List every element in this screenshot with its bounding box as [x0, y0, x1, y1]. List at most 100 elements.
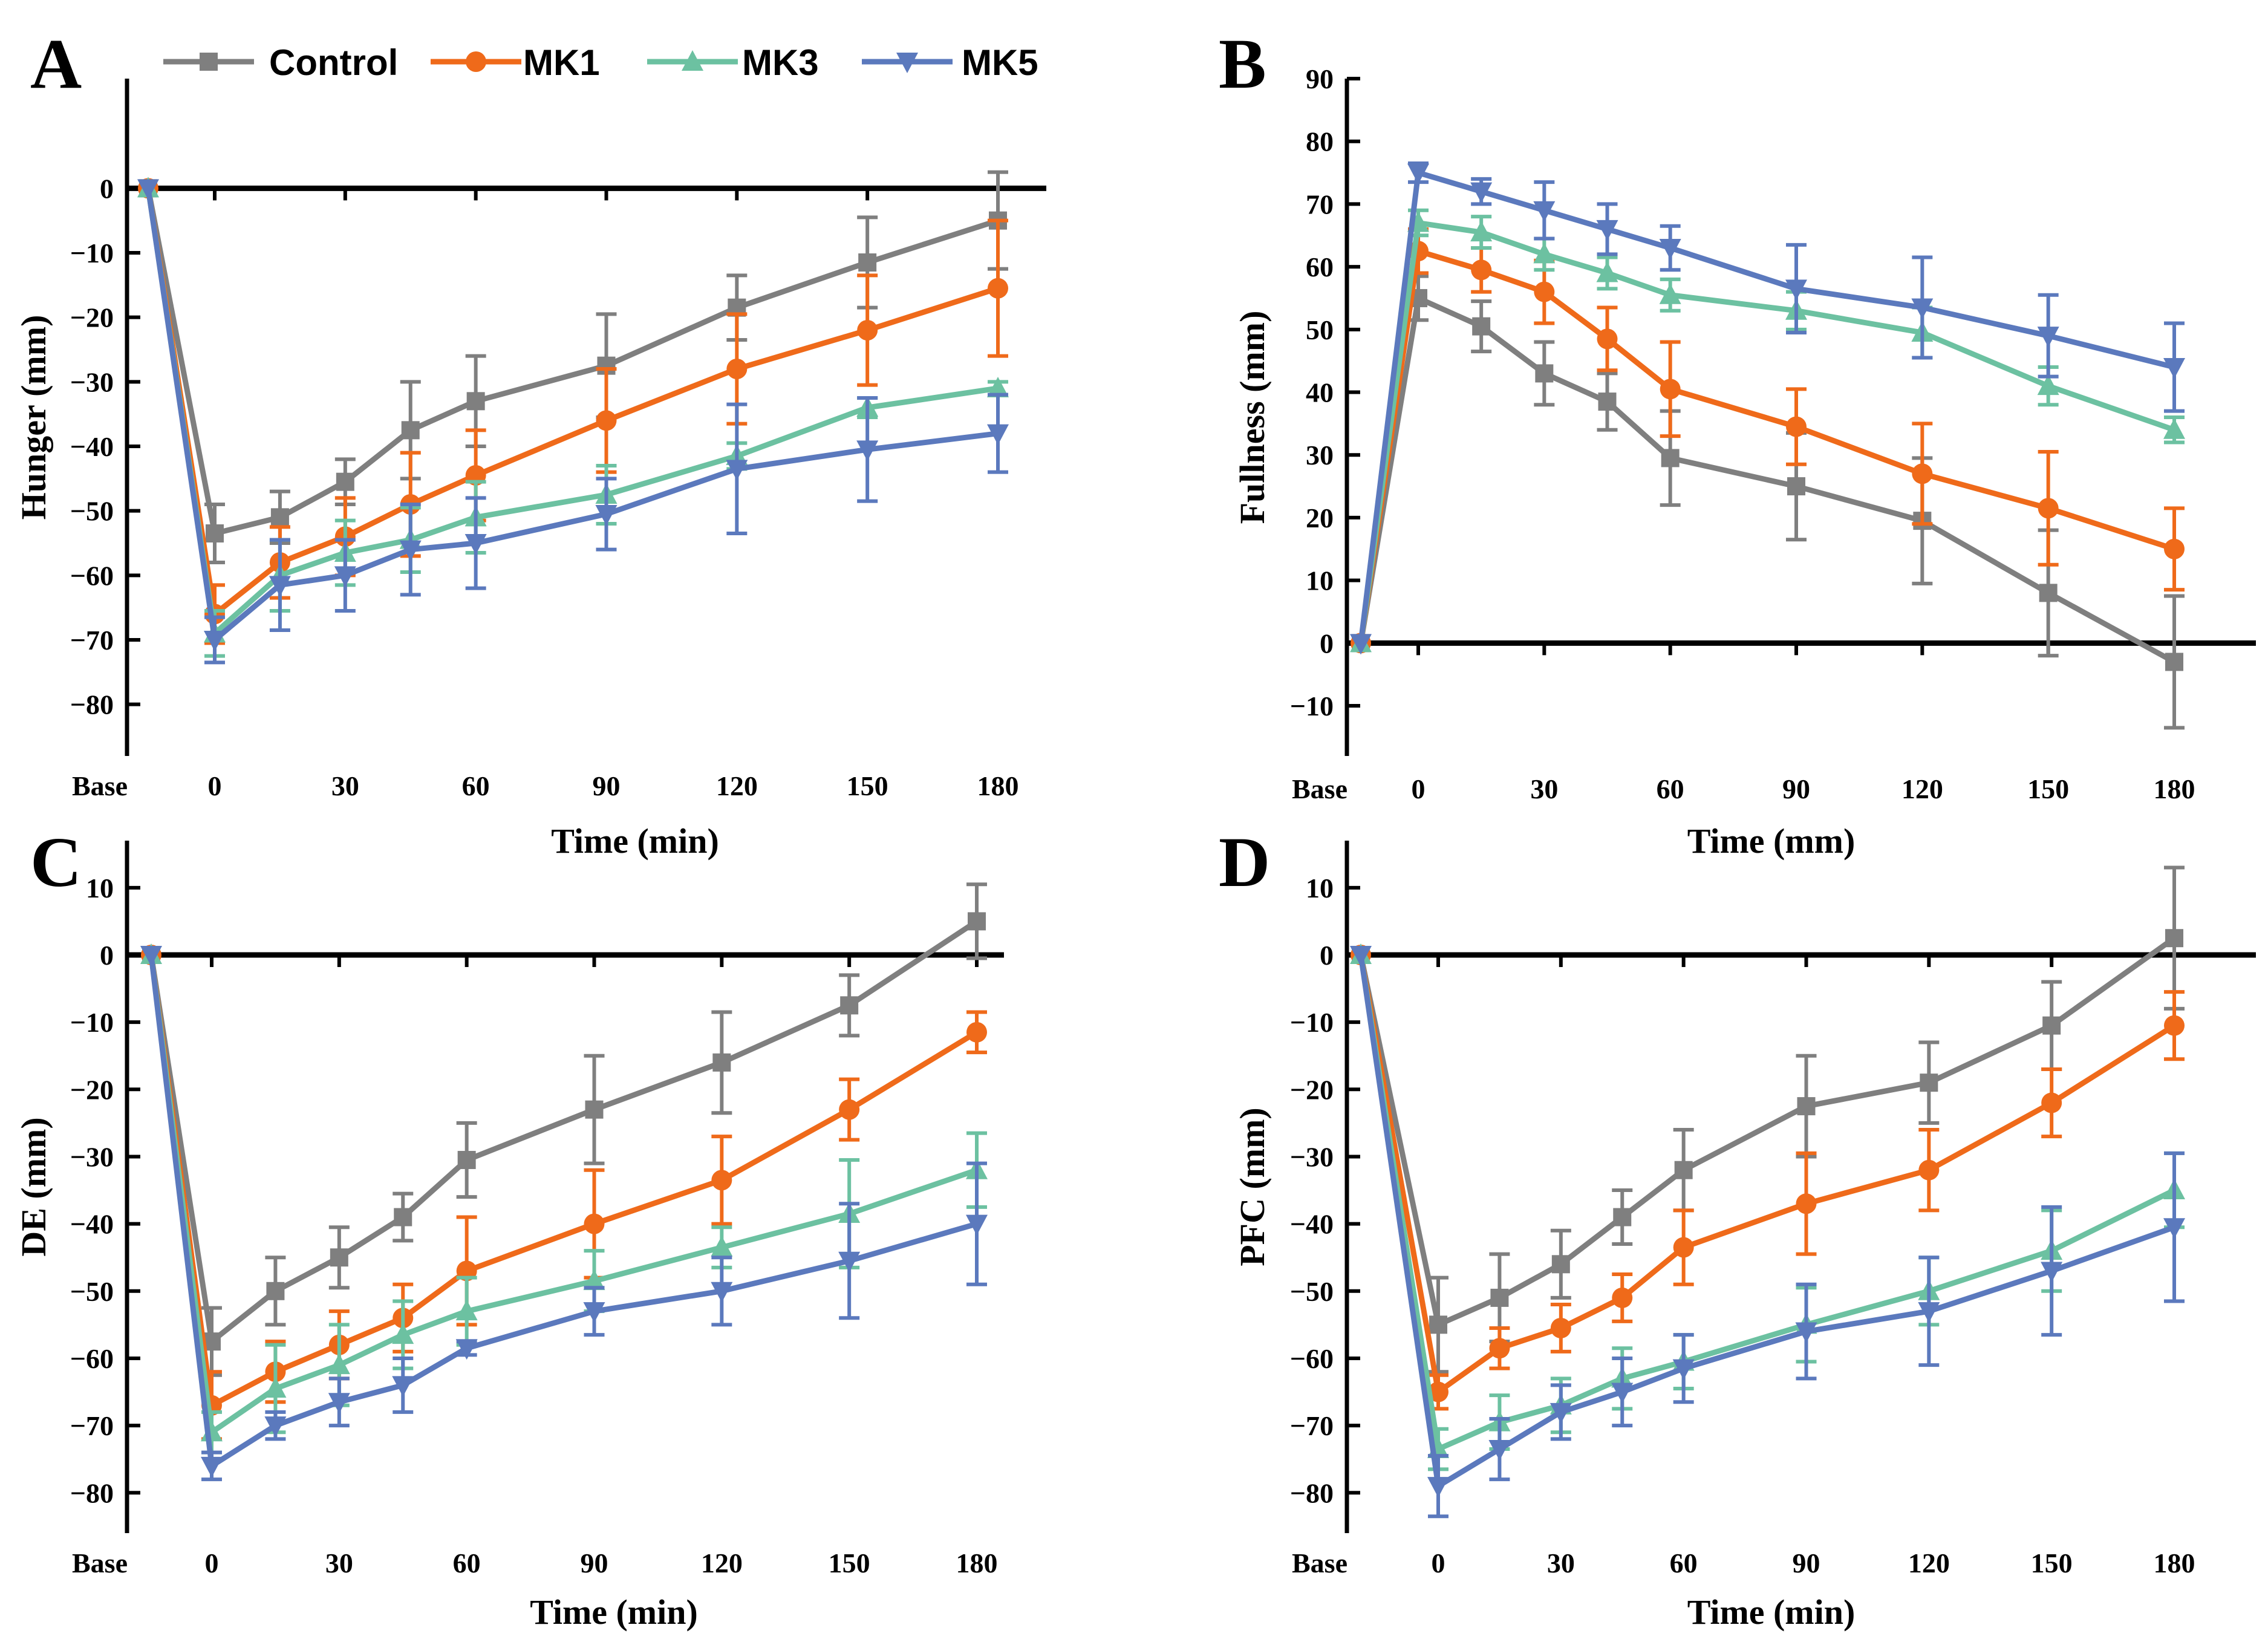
y-tick-label: −20 [1290, 1074, 1334, 1105]
y-tick-label: −40 [70, 1209, 114, 1240]
x-tick-label: 180 [956, 1548, 998, 1578]
data-point [270, 508, 289, 527]
y-axis-title: PFC (mm) [1233, 1107, 1272, 1266]
data-point [856, 440, 879, 461]
data-point [2037, 327, 2059, 348]
panel-letter: C [30, 822, 82, 902]
y-axis-title: DE (mm) [14, 1117, 53, 1256]
data-point [266, 1282, 285, 1300]
data-point [988, 278, 1008, 299]
data-point [1659, 239, 1681, 259]
data-point [1797, 1097, 1816, 1116]
x-tick-label: 120 [1908, 1548, 1950, 1578]
y-tick-label: −30 [1290, 1141, 1334, 1172]
series-control [139, 170, 1008, 564]
panel-d-pfc: D 10 0 −10 −20 −30 −40 −50 −60 −70 −80 Base 0 30 60 90 1… [1219, 822, 2256, 1632]
data-point [857, 320, 878, 340]
data-point [987, 424, 1009, 445]
data-point [1918, 1159, 1940, 1181]
data-point [2165, 929, 2183, 948]
y-tick-label: 50 [1306, 314, 1334, 345]
x-tick-label: 60 [462, 770, 490, 801]
data-point [330, 1248, 348, 1267]
data-point [1786, 416, 1807, 437]
y-tick-label: −10 [70, 238, 114, 269]
x-tick-label: 180 [977, 770, 1019, 801]
y-tick-label: −50 [70, 496, 114, 527]
data-point [2164, 1015, 2185, 1036]
x-axis-title: Time (mm) [1687, 821, 1856, 861]
data-point [1535, 364, 1554, 383]
series-control [1352, 865, 2185, 1374]
y-tick-label: −30 [70, 366, 114, 397]
data-point [1551, 1255, 1570, 1274]
data-point [1911, 298, 1934, 319]
data-point [1598, 393, 1617, 411]
series-line [1358, 170, 2175, 643]
x-tick-label: 0 [205, 1548, 219, 1578]
y-tick-label: 0 [1320, 940, 1334, 971]
y-tick-label: 80 [1306, 126, 1334, 157]
series-line [1358, 295, 2176, 665]
legend-marker [466, 51, 486, 72]
y-tick-label: 60 [1306, 252, 1334, 282]
data-point [1673, 1237, 1694, 1258]
data-point [711, 1236, 733, 1257]
series-line [145, 187, 999, 636]
data-point [1350, 945, 1372, 966]
y-tick-label: −40 [1290, 1209, 1334, 1240]
legend-label: MK3 [742, 42, 819, 83]
data-point [392, 1323, 414, 1344]
data-point [1489, 1338, 1510, 1359]
data-point [2163, 418, 2185, 439]
data-point [2041, 1092, 2062, 1113]
data-point [1613, 1208, 1632, 1226]
series-mk1 [138, 178, 1008, 645]
series-mk5 [1350, 945, 2185, 1519]
x-tick-label: 0 [1432, 1548, 1445, 1578]
legend-item-mk1: MK1 [431, 42, 600, 83]
data-point [1533, 201, 1556, 222]
data-point [264, 1376, 287, 1398]
series-line [145, 187, 999, 643]
data-point [206, 524, 224, 542]
series-line [148, 954, 978, 1435]
data-point [711, 1282, 733, 1303]
data-point [1407, 163, 1429, 184]
data-point [201, 1456, 223, 1477]
data-point [1471, 259, 1492, 281]
data-point [2041, 1262, 2063, 1283]
x-tick-label: 150 [2031, 1548, 2073, 1578]
legend-label: Control [269, 42, 398, 83]
data-point [1470, 221, 1493, 242]
y-tick-label: 70 [1306, 189, 1334, 220]
data-point [712, 1053, 731, 1072]
x-tick-label: 90 [593, 770, 621, 801]
y-tick-label: −70 [70, 625, 114, 656]
series-mk1 [1351, 944, 2185, 1411]
data-point [2037, 374, 2059, 396]
x-tick-label: 90 [1793, 1548, 1820, 1578]
x-tick-label: 30 [325, 1548, 353, 1578]
series-line [148, 954, 979, 1409]
series-line [1358, 248, 2175, 643]
data-point [1428, 1381, 1448, 1402]
y-tick-label: 10 [86, 873, 114, 904]
x-tick-label: 30 [1547, 1548, 1575, 1578]
data-point [838, 1251, 861, 1272]
data-point [1534, 281, 1555, 302]
y-tick-label: −60 [1290, 1343, 1334, 1374]
y-tick-label: −80 [70, 1477, 114, 1508]
y-tick-label: 0 [100, 940, 114, 971]
series-line [1358, 954, 2176, 1395]
data-point [584, 1213, 605, 1234]
y-axis-title: Fullness (mm) [1233, 311, 1272, 524]
data-point [2163, 1218, 2185, 1239]
y-tick-label: 10 [1306, 565, 1334, 596]
data-point [839, 1099, 860, 1120]
data-point [966, 1021, 987, 1043]
legend-item-mk5: MK5 [862, 42, 1038, 83]
data-point [1918, 1302, 1940, 1323]
data-point [2165, 653, 2183, 671]
